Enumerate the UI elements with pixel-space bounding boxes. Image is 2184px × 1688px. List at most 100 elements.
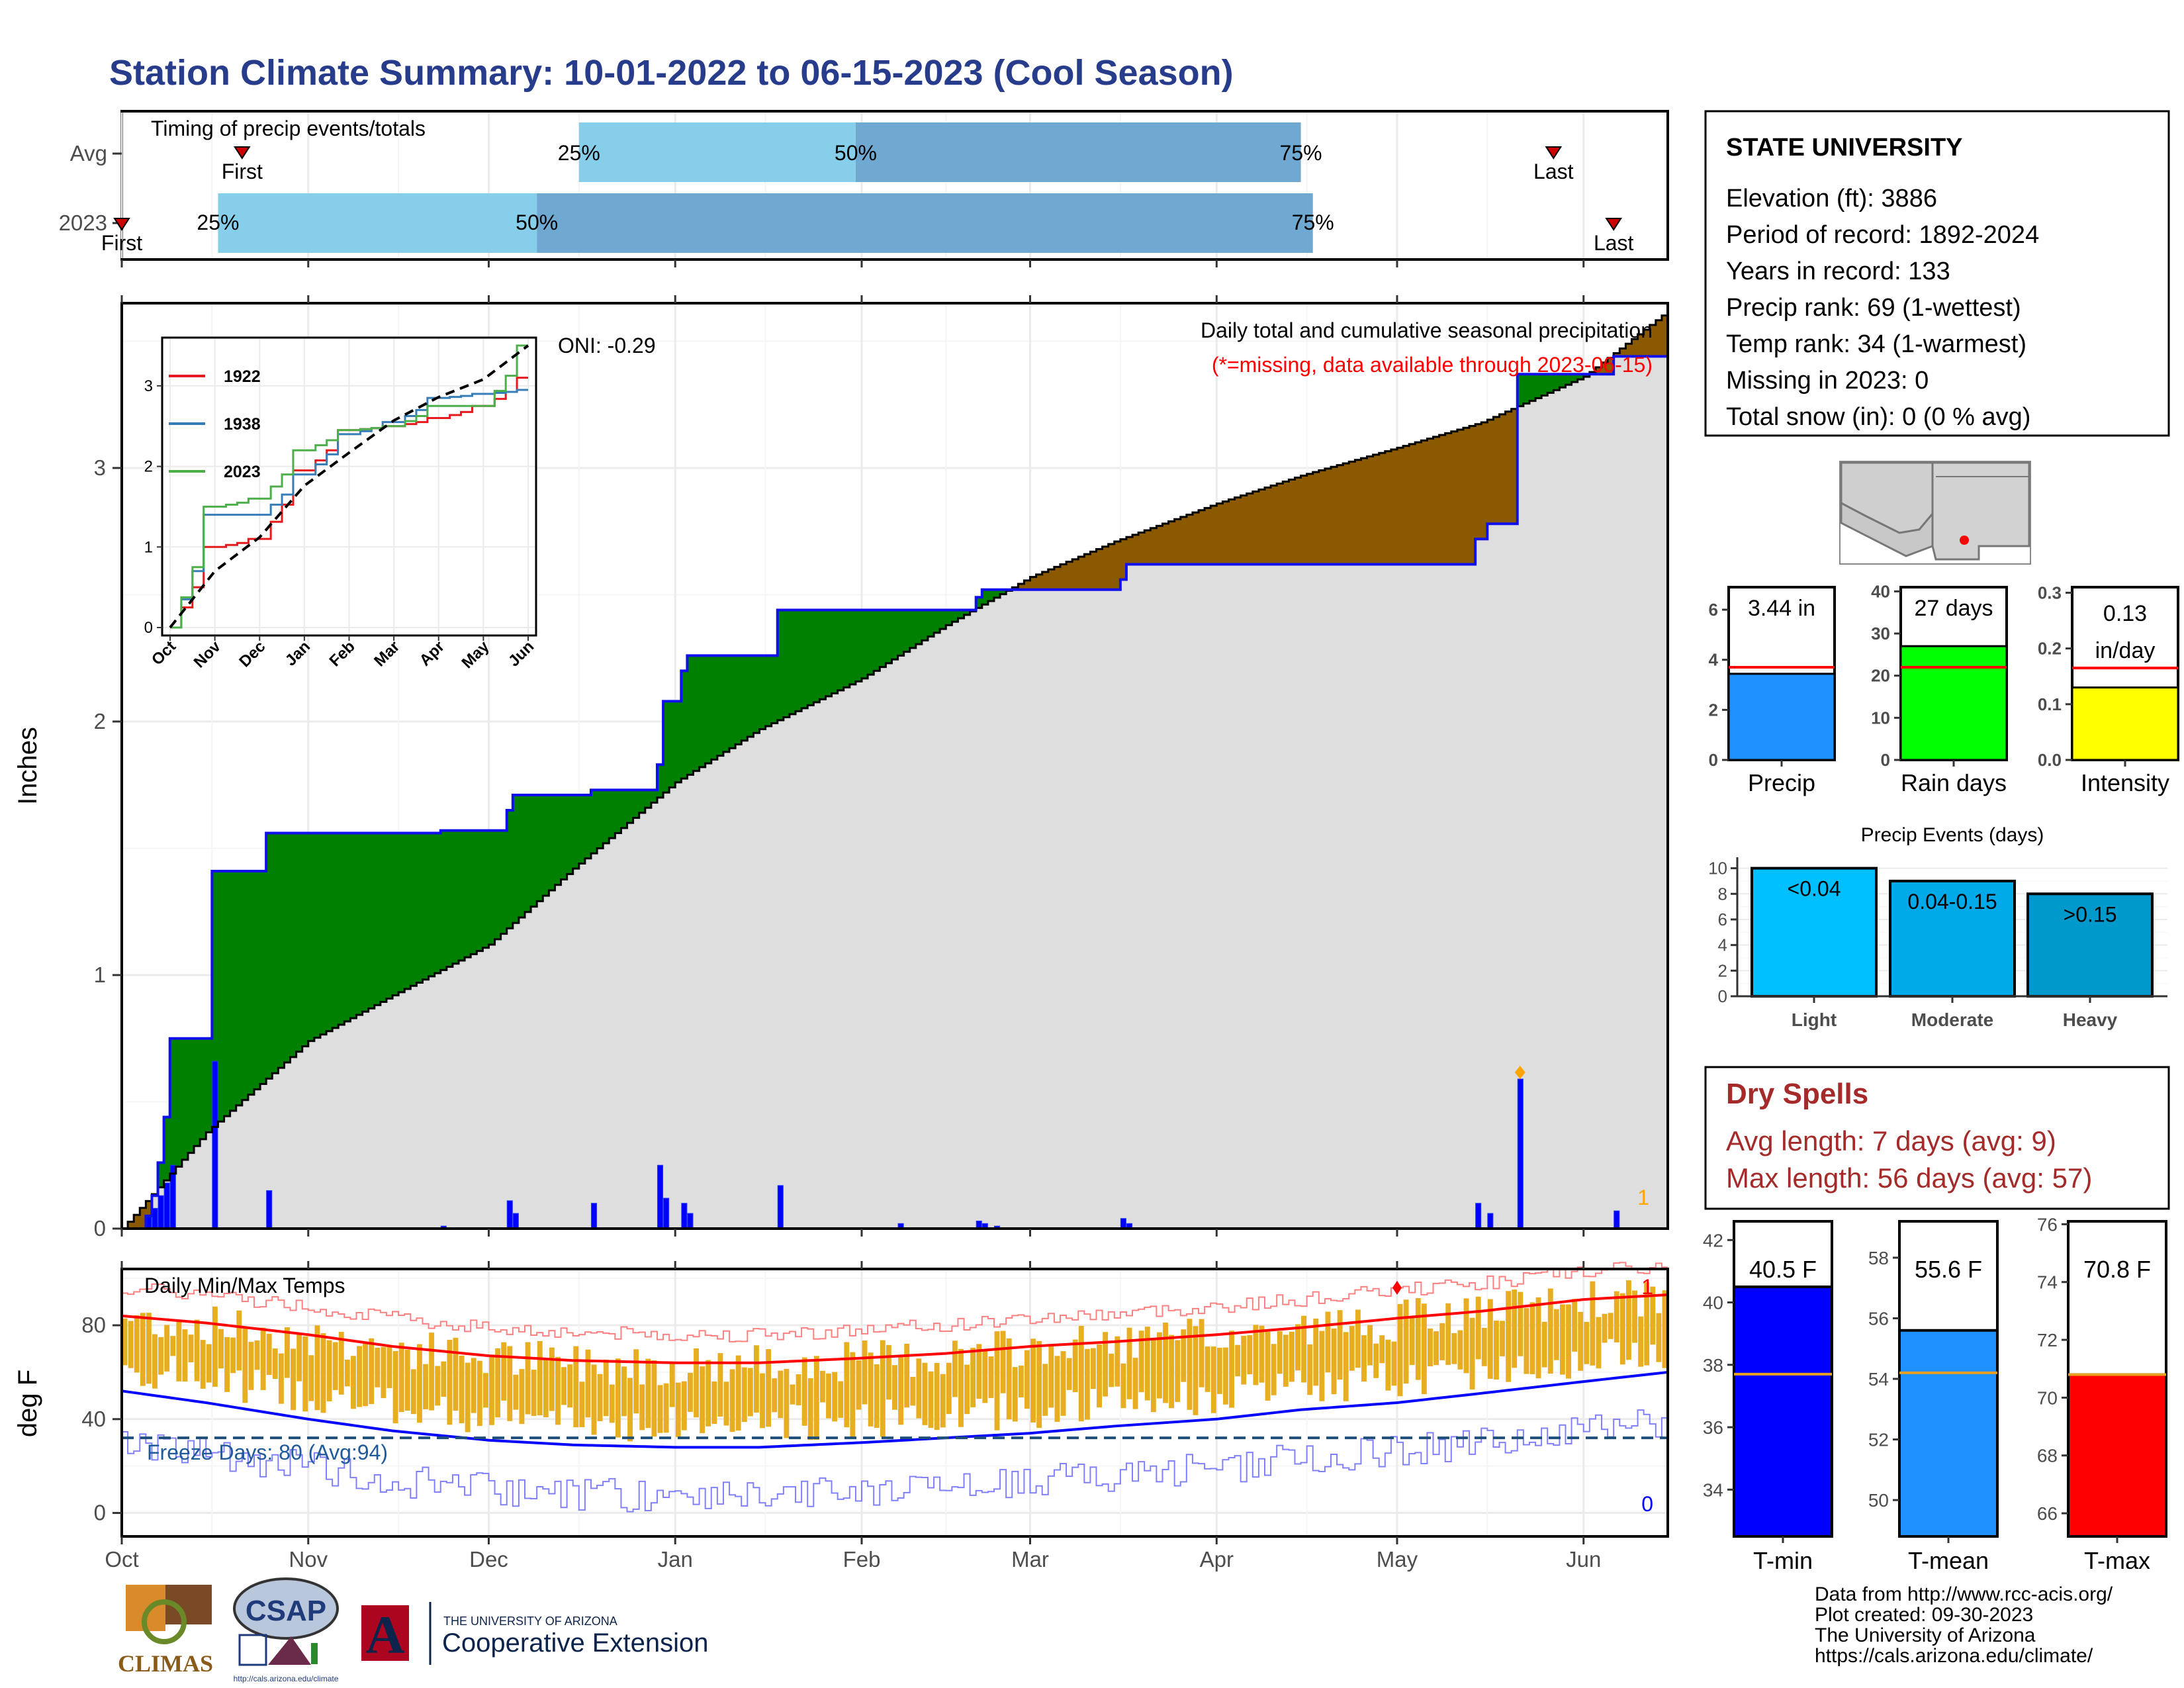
precip-deficit-strip	[1042, 571, 1049, 590]
daily-temp-bar	[994, 1331, 1000, 1430]
daily-temp-bar	[681, 1381, 687, 1430]
precip-ylabel: Inches	[13, 727, 42, 805]
inset-legend-label: 2023	[224, 463, 261, 481]
daily-temp-bar	[248, 1342, 254, 1390]
precip-surplus-strip	[609, 790, 615, 839]
daily-temp-bar	[1596, 1317, 1602, 1369]
events-ytick-label: 8	[1718, 884, 1727, 904]
precip-deficit-strip	[1505, 411, 1512, 524]
precip-surplus-strip	[561, 795, 568, 880]
timing-first-label: First	[222, 160, 263, 183]
stat-ytick-label: 0.3	[2038, 583, 2062, 602]
precip-deficit-strip	[1379, 453, 1386, 565]
daily-precip-bar	[212, 1060, 218, 1229]
precip-surplus-strip	[603, 790, 610, 843]
daily-temp-bar	[1578, 1311, 1584, 1371]
precip-deficit-strip	[1499, 414, 1506, 524]
temp-ytick-label: 40	[81, 1407, 106, 1431]
temp-ylabel: deg F	[13, 1370, 42, 1437]
events-ytick-label: 0	[1718, 986, 1727, 1006]
stat-ytick-label: 0.2	[2038, 639, 2062, 659]
precip-surplus-strip	[590, 790, 598, 854]
record-low-line	[121, 1409, 1668, 1513]
daily-temp-bar	[122, 1318, 128, 1366]
precip-deficit-strip	[1373, 454, 1380, 565]
daily-temp-bar	[236, 1310, 242, 1371]
daily-temp-bar	[573, 1346, 579, 1428]
precip-surplus-strip	[187, 1038, 195, 1153]
precip-surplus-strip	[946, 610, 952, 626]
precip-surplus-strip	[260, 870, 267, 1084]
daily-temp-bar	[1535, 1297, 1541, 1379]
precip-surplus-strip	[765, 655, 772, 726]
daily-temp-bar	[549, 1347, 555, 1411]
daily-temp-bar	[772, 1378, 778, 1413]
daily-temp-bar	[886, 1344, 891, 1400]
daily-temp-bar	[1072, 1339, 1078, 1393]
temp-frame	[120, 1268, 1669, 1538]
precip-deficit-strip	[1396, 447, 1404, 565]
precip-surplus-strip	[459, 830, 465, 961]
daily-temp-bar	[1078, 1325, 1084, 1422]
daily-precip-bar	[590, 1203, 598, 1229]
precip-surplus-strip	[230, 870, 237, 1111]
daily-temp-bar	[880, 1340, 886, 1437]
precip-deficit-strip	[1602, 362, 1608, 375]
dry-spells-title: Dry Spells	[1726, 1078, 1868, 1110]
precip-surplus-strip	[518, 795, 525, 917]
daily-temp-bar	[278, 1353, 284, 1404]
precip-surplus-strip	[783, 610, 790, 718]
csap-logo: CSAP http://cals.arizona.edu/climate	[233, 1577, 339, 1683]
precip-deficit-strip	[1048, 569, 1055, 590]
event-bar-heavy	[2026, 892, 2154, 998]
daily-temp-bar	[850, 1352, 856, 1438]
precip-surplus-strip	[572, 795, 580, 869]
precip-surplus-strip	[537, 795, 543, 902]
precip-deficit-strip	[1487, 419, 1494, 524]
daily-temp-bar	[308, 1355, 314, 1401]
daily-temp-bar	[1481, 1327, 1487, 1366]
daily-temp-bar	[1559, 1304, 1565, 1375]
daily-temp-bar	[669, 1363, 675, 1407]
daily-temp-bar	[1650, 1286, 1656, 1345]
daily-temp-bar	[1259, 1325, 1265, 1383]
daily-temp-bar	[1457, 1330, 1463, 1370]
daily-temp-bar	[826, 1373, 831, 1419]
precip-surplus-strip	[446, 830, 453, 967]
daily-precip-bar	[1614, 1210, 1620, 1229]
precip-surplus-strip	[236, 870, 243, 1105]
inset-legend-label: 1922	[224, 367, 261, 386]
daily-temp-bar	[332, 1342, 338, 1390]
precip-deficit-strip	[1132, 534, 1139, 565]
precip-deficit-strip	[1451, 431, 1458, 565]
precip-surplus-strip	[886, 610, 893, 663]
precip-deficit-strip	[1030, 577, 1037, 590]
daily-temp-bar	[603, 1359, 609, 1417]
daily-temp-bar	[838, 1381, 844, 1418]
daily-temp-bar	[206, 1344, 212, 1383]
precip-surplus-strip	[891, 610, 899, 660]
daily-temp-bar	[357, 1346, 362, 1407]
daily-temp-bar	[477, 1360, 482, 1427]
precip-surplus-strip	[482, 830, 490, 948]
precip-surplus-strip	[434, 833, 441, 974]
station-location-marker	[1960, 536, 1969, 545]
daily-temp-bar	[176, 1320, 182, 1382]
precip-deficit-strip	[1349, 461, 1355, 565]
daily-temp-bar	[1313, 1318, 1319, 1386]
precip-deficit-strip	[1643, 329, 1651, 357]
precip-deficit-strip	[1090, 551, 1097, 590]
precip-surplus-strip	[993, 589, 1001, 598]
daily-temp-bar	[621, 1366, 627, 1417]
precip-surplus-strip	[958, 610, 965, 619]
max-daily-marker	[1514, 1066, 1525, 1080]
daily-temp-bar	[242, 1327, 248, 1403]
precip-surplus-strip	[374, 833, 381, 1006]
inset-ytick-label: 0	[144, 619, 153, 637]
stat-ytick-label: 4	[1709, 650, 1719, 670]
daily-temp-bar	[694, 1348, 699, 1418]
temp-stat-ytick-label: 66	[2037, 1503, 2058, 1524]
precip-surplus-strip	[825, 610, 833, 696]
precip-surplus-strip	[753, 655, 760, 733]
daily-temp-bar	[1529, 1302, 1535, 1374]
